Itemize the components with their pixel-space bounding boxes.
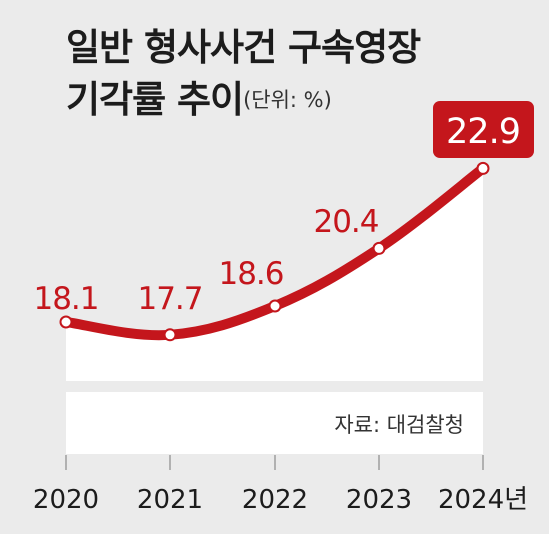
x-tick-label: 2022 [242, 485, 308, 515]
data-point [268, 299, 282, 313]
title-line-2: 기각률 추이(단위: %) [66, 74, 420, 126]
data-label: 18.6 [218, 256, 283, 292]
x-tick-label: 2021 [137, 485, 203, 515]
data-point [59, 315, 73, 329]
data-label: 17.7 [137, 281, 202, 317]
x-tick-label: 2023 [346, 485, 412, 515]
x-tick-label: 2020 [33, 485, 99, 515]
data-point [476, 161, 490, 175]
data-label: 18.1 [33, 281, 98, 317]
data-point [163, 328, 177, 342]
source-label: 자료: 대검찰청 [334, 413, 464, 437]
data-label: 20.4 [313, 204, 378, 240]
title-line-2-text: 기각률 추이 [66, 78, 244, 121]
area-fill [66, 168, 483, 381]
x-tick-label: 2024년 [438, 485, 528, 515]
chart-title: 일반 형사사건 구속영장 기각률 추이(단위: %) [66, 22, 421, 126]
source-box [66, 392, 483, 454]
title-line-1: 일반 형사사건 구속영장 [66, 26, 421, 69]
highlight-badge [433, 101, 534, 158]
unit-label: (단위: %) [243, 88, 332, 112]
chart-marks: 2020 2021 2022 2023 2024년 18.1 17.7 18.6 20.4 22.… [33, 101, 534, 515]
data-point [372, 241, 386, 255]
data-label-highlight: 22.9 [446, 112, 520, 152]
